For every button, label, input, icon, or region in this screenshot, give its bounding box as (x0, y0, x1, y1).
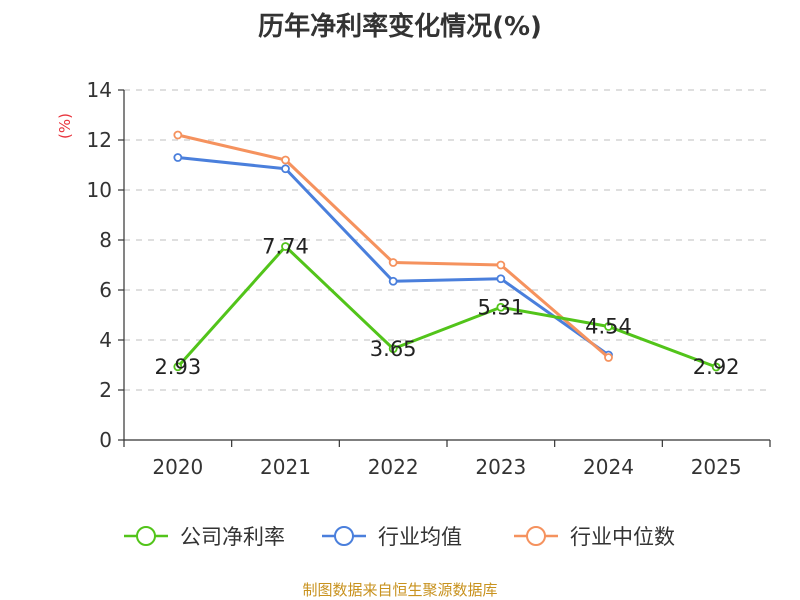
legend-marker (136, 526, 156, 546)
x-tick-label: 2021 (260, 455, 311, 479)
legend-marker (334, 526, 354, 546)
data-point (496, 302, 506, 312)
data-point (711, 362, 721, 372)
data-point (388, 344, 398, 354)
series-line (177, 133, 610, 359)
data-point (496, 274, 506, 284)
legend-marker (526, 526, 546, 546)
y-tick-label: 10 (87, 178, 112, 202)
y-tick-label: 12 (87, 128, 112, 152)
chart-title: 历年净利率变化情况(%) (258, 12, 542, 42)
data-point (604, 322, 613, 331)
legend-label: 行业均值 (378, 525, 462, 549)
data-point (173, 130, 183, 140)
data-label: 2.92 (693, 355, 740, 379)
x-tick-label: 2025 (691, 455, 742, 479)
data-point (388, 276, 398, 286)
data-point (173, 362, 183, 372)
y-tick-label: 8 (99, 228, 112, 252)
x-tick-label: 2023 (475, 455, 526, 479)
legend-label: 行业中位数 (570, 525, 675, 549)
data-label: 4.54 (585, 315, 632, 339)
series-line (176, 245, 717, 369)
data-point (281, 155, 290, 165)
data-label: 5.31 (477, 295, 524, 319)
y-tick-label: 2 (99, 378, 112, 402)
source-note: 制图数据来自恒生聚源数据库 (302, 581, 498, 599)
data-point (604, 353, 613, 362)
y-tick-label: 0 (99, 428, 112, 452)
data-point (388, 258, 398, 267)
data-label: 7.74 (262, 235, 309, 259)
data-label: 3.65 (370, 337, 417, 361)
y-tick-label: 4 (99, 328, 112, 352)
data-point (173, 153, 183, 162)
x-tick-label: 2022 (368, 455, 419, 479)
x-tick-label: 2024 (583, 455, 634, 479)
data-label: 2.93 (154, 355, 201, 379)
data-point (281, 242, 290, 251)
legend-label: 公司净利率 (180, 525, 285, 549)
y-tick-label: 14 (87, 78, 112, 102)
data-point (496, 260, 506, 270)
y-tick-label: 6 (99, 278, 112, 302)
data-point (281, 164, 290, 174)
series-line (177, 156, 610, 357)
x-tick-label: 2020 (152, 455, 203, 479)
y-axis-label: (%) (56, 113, 74, 139)
